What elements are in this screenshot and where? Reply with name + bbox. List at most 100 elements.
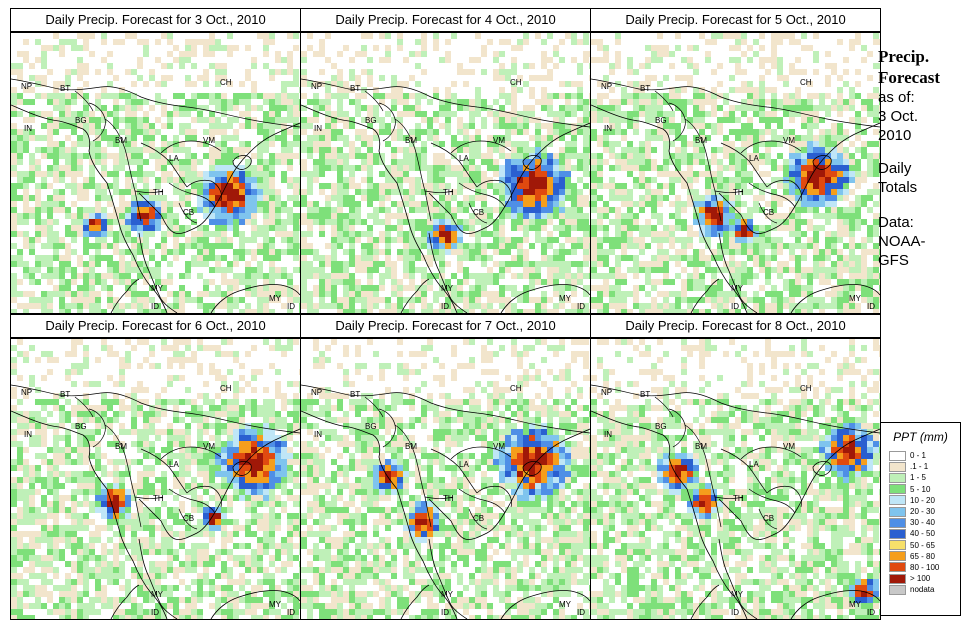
precip-cell xyxy=(101,33,107,39)
precip-cell xyxy=(125,303,131,309)
precip-cell xyxy=(553,165,559,171)
precip-cell xyxy=(95,219,101,225)
precip-cell xyxy=(559,213,565,219)
precip-cell xyxy=(699,99,705,105)
precip-cell xyxy=(179,363,185,369)
precip-cell xyxy=(131,429,137,435)
precip-cell xyxy=(227,429,233,435)
precip-cell xyxy=(819,267,825,273)
precip-cell xyxy=(783,225,789,231)
precip-cell xyxy=(717,165,723,171)
precip-cell xyxy=(233,231,239,237)
precip-cell xyxy=(577,117,583,123)
precip-cell xyxy=(299,369,300,375)
precip-cell xyxy=(391,303,397,309)
precip-cell xyxy=(433,135,439,141)
precip-cell xyxy=(609,243,615,249)
precip-cell xyxy=(397,249,403,255)
precip-cell xyxy=(807,171,813,177)
precip-cell xyxy=(439,141,445,147)
precip-cell xyxy=(197,429,203,435)
precip-cell xyxy=(801,153,807,159)
precip-cell xyxy=(119,267,125,273)
precip-cell xyxy=(565,99,571,105)
precip-cell xyxy=(541,261,547,267)
precip-cell xyxy=(789,249,795,255)
precip-cell xyxy=(275,231,281,237)
precip-cell xyxy=(837,39,843,45)
precip-cell xyxy=(529,153,535,159)
precip-cell xyxy=(729,75,735,81)
precip-cell xyxy=(397,213,403,219)
precip-cell xyxy=(663,51,669,57)
precip-cell xyxy=(759,297,765,303)
precip-cell xyxy=(113,309,119,313)
precip-cell xyxy=(101,309,107,313)
precip-cell xyxy=(445,111,451,117)
precip-cell xyxy=(511,81,517,87)
precip-cell xyxy=(221,387,227,393)
precip-cell xyxy=(179,231,185,237)
precip-cell xyxy=(281,267,287,273)
precip-cell xyxy=(493,291,499,297)
precip-cell xyxy=(789,117,795,123)
precip-cell xyxy=(765,303,771,309)
precip-cell xyxy=(349,231,355,237)
precip-cell xyxy=(645,267,651,273)
precip-cell xyxy=(173,159,179,165)
precip-cell xyxy=(445,243,451,249)
precip-cell xyxy=(71,411,77,417)
precip-cell xyxy=(789,291,795,297)
precip-cell xyxy=(113,411,119,417)
precip-cell xyxy=(233,387,239,393)
precip-cell xyxy=(591,195,597,201)
precip-cell xyxy=(433,249,439,255)
precip-cell xyxy=(95,141,101,147)
precip-cell xyxy=(445,297,451,303)
precip-cell xyxy=(873,279,879,285)
precip-cell xyxy=(849,141,855,147)
precip-cell xyxy=(663,255,669,261)
precip-cell xyxy=(451,249,457,255)
precip-cell xyxy=(801,303,807,309)
precip-cell xyxy=(825,291,831,297)
precip-cell xyxy=(505,303,511,309)
precip-cell xyxy=(843,267,849,273)
precip-cell xyxy=(633,105,639,111)
precip-cell xyxy=(553,267,559,273)
precip-cell xyxy=(11,207,17,213)
precip-cell xyxy=(627,69,633,75)
precip-cell xyxy=(705,231,711,237)
precip-cell xyxy=(639,231,645,237)
precip-cell xyxy=(325,159,331,165)
precip-cell xyxy=(657,255,663,261)
precip-cell xyxy=(879,237,880,243)
precip-cell xyxy=(299,387,300,393)
precip-cell xyxy=(11,357,17,363)
precip-cell xyxy=(89,147,95,153)
precip-cell xyxy=(633,237,639,243)
precip-cell xyxy=(433,297,439,303)
precip-cell xyxy=(639,261,645,267)
precip-cell xyxy=(529,105,535,111)
precip-cell xyxy=(281,141,287,147)
precip-cell xyxy=(281,129,287,135)
precip-cell xyxy=(257,261,263,267)
precip-cell xyxy=(759,63,765,69)
precip-cell xyxy=(337,207,343,213)
precip-cell xyxy=(487,297,493,303)
precip-cell xyxy=(801,177,807,183)
precip-cell xyxy=(867,75,873,81)
precip-cell xyxy=(95,303,101,309)
precip-cell xyxy=(173,141,179,147)
precip-cell xyxy=(493,117,499,123)
precip-cell xyxy=(681,171,687,177)
precip-cell xyxy=(77,183,83,189)
precip-cell xyxy=(591,57,597,63)
precip-cell xyxy=(397,93,403,99)
precip-cell xyxy=(547,69,553,75)
precip-cell xyxy=(197,171,203,177)
precip-cell xyxy=(71,363,77,369)
precip-cell xyxy=(161,339,167,345)
precip-cell xyxy=(203,279,209,285)
